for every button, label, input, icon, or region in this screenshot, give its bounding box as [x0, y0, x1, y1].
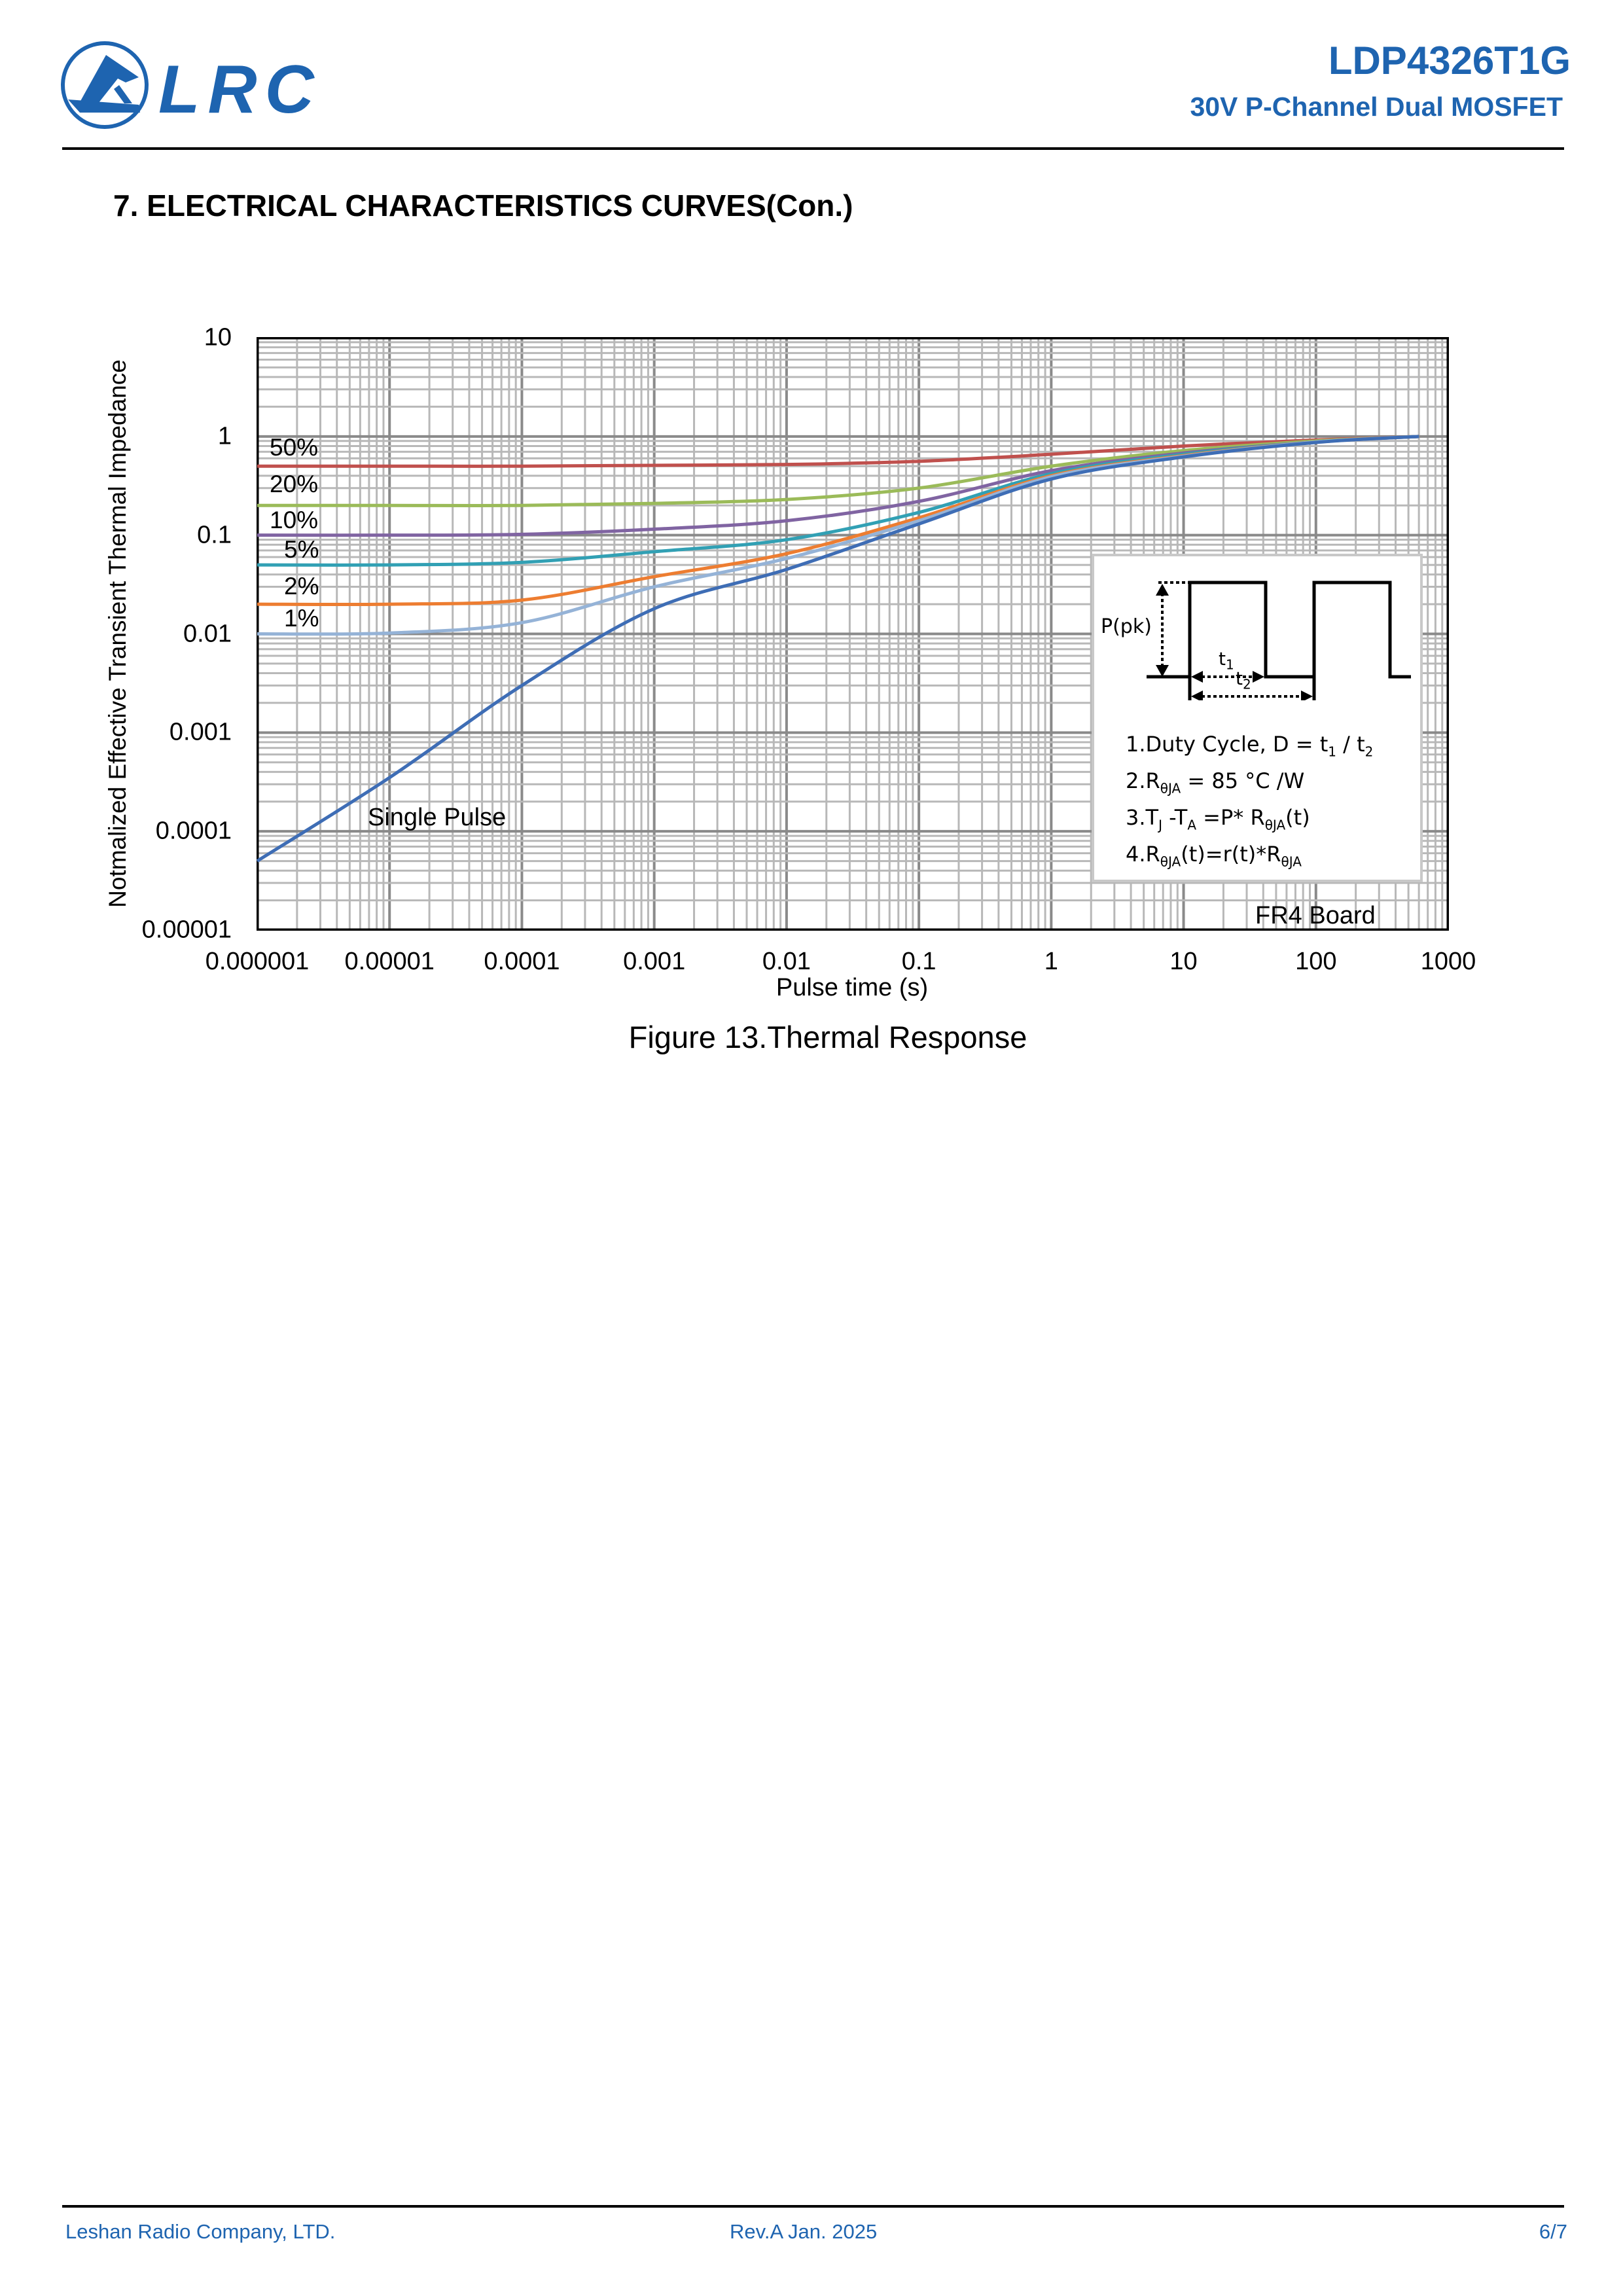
- ppk-label: P(pk): [1101, 615, 1152, 638]
- note-rthja: 2.RθJA = 85 °C /W: [1126, 768, 1305, 797]
- series-label-10: 10%: [270, 507, 319, 533]
- y-tick-label: 0.0001: [155, 817, 232, 845]
- section-title: 7. ELECTRICAL CHARACTERISTICS CURVES(Con…: [113, 188, 853, 223]
- pulse-waveform-diagram: [1147, 581, 1411, 700]
- series-line-50: [257, 435, 1419, 468]
- svg-text:LRC: LRC: [158, 52, 315, 128]
- x-tick-label: 0.000001: [205, 948, 310, 975]
- fr4-board-label: FR4 Board: [1255, 902, 1376, 929]
- x-tick-label: 0.01: [762, 948, 811, 975]
- t2-label: t2: [1236, 668, 1251, 692]
- series-line-20: [257, 435, 1419, 507]
- x-tick-label: 10: [1169, 948, 1198, 975]
- device-subtitle: 30V P-Channel Dual MOSFET: [1190, 92, 1563, 122]
- note-duty-cycle: 1.Duty Cycle, D = t1 / t2: [1126, 732, 1374, 760]
- single-pulse-label: Single Pulse: [368, 804, 507, 831]
- series-label-50: 50%: [270, 434, 319, 461]
- note-tj-ta: 3.TJ -TA =P* RθJA(t): [1126, 805, 1310, 833]
- y-tick-label: 10: [204, 323, 232, 351]
- y-tick-label: 0.01: [183, 620, 232, 647]
- footer-divider: [62, 2205, 1564, 2208]
- x-tick-label: 0.00001: [344, 948, 435, 975]
- y-tick-label: 0.00001: [141, 916, 232, 944]
- note-rthja-t: 4.RθJA(t)=r(t)*RθJA: [1126, 842, 1302, 870]
- t1-label: t1: [1219, 648, 1234, 673]
- duty-cycle-inset: P(pk) t1 t2 1.Duty Cycle, D = t1 / t2 2.…: [1092, 554, 1423, 882]
- lrc-logo: LRC: [61, 41, 315, 129]
- x-tick-label: 1000: [1420, 948, 1476, 975]
- x-tick-label: 0.0001: [484, 948, 560, 975]
- series-label-1: 1%: [284, 605, 319, 632]
- y-tick-label: 0.001: [169, 718, 232, 746]
- y-tick-label: 0.1: [197, 521, 232, 549]
- x-axis-label: Pulse time (s): [776, 974, 929, 1001]
- part-number: LDP4326T1G: [1328, 39, 1571, 82]
- series-label-2: 2%: [284, 573, 319, 600]
- header-divider: [62, 147, 1564, 150]
- footer-page: 6/7: [1539, 2220, 1567, 2243]
- x-tick-label: 1: [1044, 948, 1058, 975]
- x-tick-label: 100: [1295, 948, 1337, 975]
- series-line-singlepulse: [257, 435, 1419, 863]
- x-tick-label: 0.001: [623, 948, 686, 975]
- x-tick-label: 0.1: [901, 948, 936, 975]
- footer-company: Leshan Radio Company, LTD.: [65, 2220, 336, 2243]
- footer-revision: Rev.A Jan. 2025: [730, 2220, 878, 2243]
- figure-caption: Figure 13.Thermal Response: [628, 1020, 1027, 1054]
- series-label-20: 20%: [270, 471, 319, 497]
- y-tick-label: 1: [217, 422, 232, 450]
- series-label-5: 5%: [284, 536, 319, 563]
- thermal-response-chart: [257, 337, 1449, 931]
- y-axis-label: Notmalized Effective Transient Thermal I…: [104, 359, 131, 908]
